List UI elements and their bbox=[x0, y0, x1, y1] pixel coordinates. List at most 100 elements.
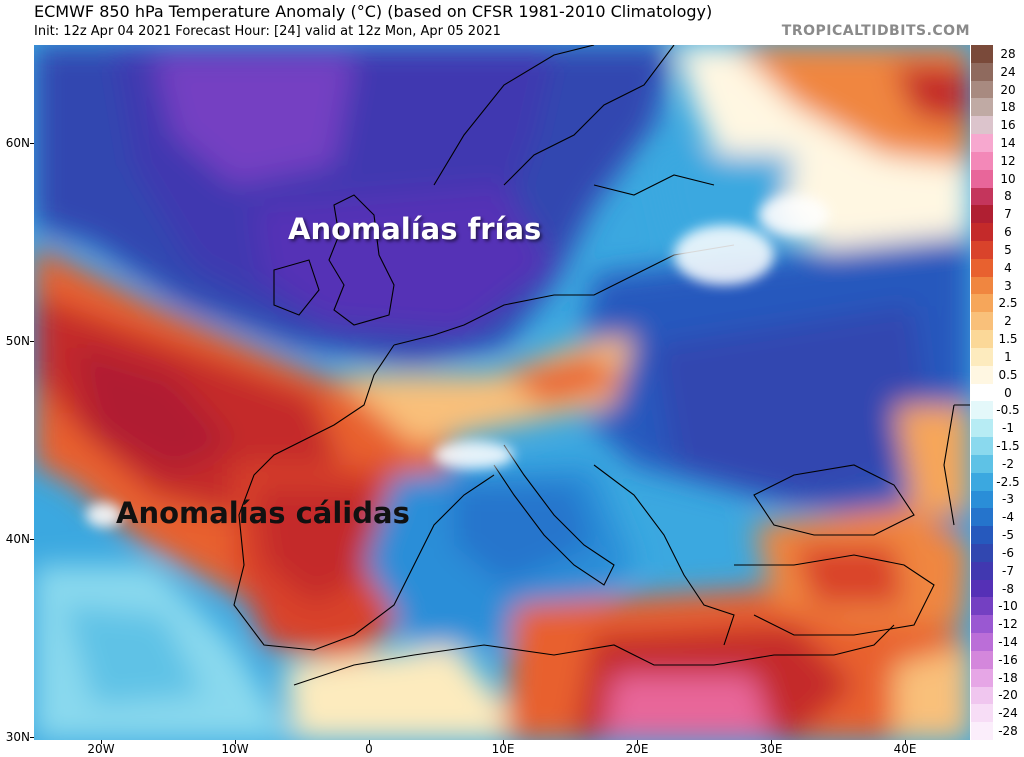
colorbar-swatch bbox=[971, 151, 993, 171]
colorbar-swatch bbox=[971, 633, 993, 652]
cold-anomalies-label: Anomalías frías bbox=[288, 212, 542, 246]
colorbar-swatch bbox=[971, 722, 993, 741]
lon-tick-0 bbox=[369, 740, 370, 744]
colorbar-label: 8 bbox=[1004, 189, 1012, 204]
colorbar-swatch bbox=[971, 579, 993, 598]
chart-title: ECMWF 850 hPa Temperature Anomaly (°C) (… bbox=[34, 2, 713, 21]
lon-label-20w: 20W bbox=[87, 742, 115, 756]
colorbar-swatch bbox=[971, 526, 993, 545]
colorbar-swatch bbox=[971, 383, 993, 402]
colorbar-label: 6 bbox=[1004, 225, 1012, 240]
colorbar-label: 2 bbox=[1004, 314, 1012, 329]
colorbar-label: 24 bbox=[1000, 64, 1016, 79]
colorbar-swatch bbox=[971, 347, 993, 367]
colorbar-label: -18 bbox=[998, 670, 1018, 685]
colorbar-label: 2.5 bbox=[998, 296, 1018, 311]
colorbar-swatch bbox=[971, 561, 993, 581]
lon-tick-40e bbox=[905, 740, 906, 744]
colorbar-swatch bbox=[971, 543, 993, 563]
lat-tick-50n bbox=[30, 341, 34, 342]
colorbar-swatch bbox=[971, 187, 993, 206]
colorbar-label: 14 bbox=[1000, 136, 1016, 150]
colorbar-swatch bbox=[971, 401, 993, 420]
colorbar-label: 10 bbox=[1000, 171, 1016, 186]
colorbar-swatch bbox=[971, 454, 993, 474]
colorbar-swatch bbox=[971, 508, 993, 527]
lon-label-40e: 40E bbox=[893, 742, 917, 756]
colorbar-label: -2 bbox=[1002, 456, 1014, 471]
colorbar-label: -28 bbox=[998, 724, 1018, 739]
colorbar-label: -1.5 bbox=[996, 438, 1020, 453]
colorbar-swatch bbox=[971, 686, 993, 705]
colorbar-label: 1.5 bbox=[998, 332, 1018, 347]
lon-label-20e: 20E bbox=[625, 742, 649, 756]
colorbar-swatch bbox=[971, 437, 993, 456]
colorbar-label: 28 bbox=[1000, 46, 1016, 61]
colorbar-swatch bbox=[971, 615, 993, 634]
colorbar-label: -3 bbox=[1002, 492, 1014, 507]
colorbar-label: 12 bbox=[1000, 153, 1016, 168]
lat-label-30n: 30N bbox=[5, 730, 30, 744]
colorbar-swatch bbox=[971, 134, 993, 153]
colorbar-label: -8 bbox=[1002, 581, 1014, 596]
colorbar-label: -6 bbox=[1002, 545, 1014, 560]
colorbar-label: -5 bbox=[1002, 528, 1014, 543]
lon-label-30e: 30E bbox=[759, 742, 783, 756]
colorbar-label: -10 bbox=[998, 599, 1018, 614]
colorbar-swatch bbox=[971, 276, 993, 295]
colorbar-swatch bbox=[971, 704, 993, 723]
colorbar-label: -16 bbox=[998, 652, 1018, 667]
colorbar-label: 0.5 bbox=[998, 367, 1018, 382]
colorbar-swatch bbox=[971, 490, 993, 509]
site-watermark[interactable]: TROPICALTIDBITS.COM bbox=[781, 23, 970, 39]
lon-label-10w: 10W bbox=[221, 742, 249, 756]
lon-tick-10w bbox=[235, 740, 236, 744]
colorbar-swatch bbox=[971, 241, 993, 260]
anomaly-field bbox=[34, 45, 970, 740]
colorbar-label: -1 bbox=[1002, 421, 1014, 436]
colorbar-swatch bbox=[971, 365, 993, 385]
colorbar-swatch bbox=[971, 419, 993, 438]
lat-tick-30n bbox=[30, 737, 34, 738]
colorbar-label: 18 bbox=[1000, 100, 1016, 115]
lat-tick-60n bbox=[30, 143, 34, 144]
colorbar-label: -20 bbox=[998, 688, 1018, 703]
lat-tick-40n bbox=[30, 539, 34, 540]
colorbar-swatch bbox=[971, 668, 993, 688]
colorbar-label: 7 bbox=[1004, 207, 1012, 222]
colorbar-label: 3 bbox=[1004, 278, 1012, 293]
lat-label-60n: 60N bbox=[5, 136, 30, 150]
lat-label-40n: 40N bbox=[5, 532, 30, 546]
colorbar-label: 1 bbox=[1004, 349, 1012, 364]
colorbar-label: 4 bbox=[1004, 260, 1012, 275]
colorbar-swatch bbox=[971, 98, 993, 117]
lon-label-0: 0 bbox=[365, 742, 373, 756]
colorbar-swatch bbox=[971, 258, 993, 278]
colorbar-label: -7 bbox=[1002, 563, 1014, 578]
colorbar-label: 5 bbox=[1004, 242, 1012, 257]
colorbar-label: -12 bbox=[998, 617, 1018, 632]
colorbar-swatch bbox=[971, 472, 993, 491]
colorbar-label: -14 bbox=[998, 634, 1018, 649]
lon-tick-20e bbox=[637, 740, 638, 744]
warm-anomalies-label: Anomalías cálidas bbox=[116, 496, 410, 530]
lon-tick-20w bbox=[101, 740, 102, 744]
colorbar-swatch bbox=[971, 169, 993, 189]
anomaly-map bbox=[34, 45, 970, 740]
colorbar-label: -24 bbox=[998, 706, 1018, 721]
colorbar-swatch bbox=[971, 205, 993, 224]
colorbar-swatch bbox=[971, 62, 993, 82]
colorbar-label: -2.5 bbox=[996, 474, 1020, 489]
colorbar-swatch bbox=[971, 294, 993, 313]
colorbar-label: 16 bbox=[1000, 118, 1016, 133]
lat-label-50n: 50N bbox=[5, 334, 30, 348]
colorbar-swatch bbox=[971, 116, 993, 135]
forecast-info: Init: 12z Apr 04 2021 Forecast Hour: [24… bbox=[34, 24, 501, 39]
colorbar-swatch bbox=[971, 80, 993, 99]
colorbar-swatch bbox=[971, 597, 993, 616]
colorbar-swatch bbox=[971, 312, 993, 331]
colorbar-swatch bbox=[971, 223, 993, 242]
lon-label-10e: 10E bbox=[491, 742, 515, 756]
lon-tick-30e bbox=[771, 740, 772, 744]
colorbar-swatch bbox=[971, 650, 993, 670]
